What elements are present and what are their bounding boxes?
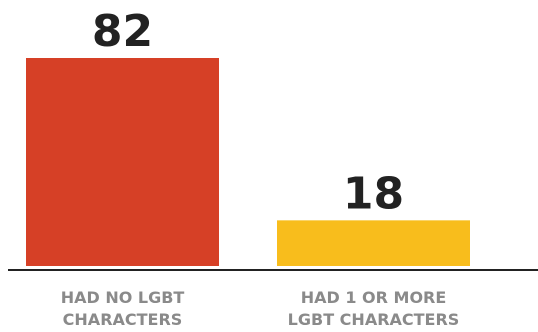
category-label-line: LGBT CHARACTERS [288, 310, 460, 329]
category-label-1: HAD 1 OR MORE LGBT CHARACTERS [288, 288, 460, 329]
category-label-line: CHARACTERS [63, 310, 183, 329]
bar-1 [277, 220, 470, 266]
category-label-line: HAD 1 OR MORE [301, 288, 447, 307]
category-label-0: HAD NO LGBT CHARACTERS [61, 288, 185, 329]
bars-group [26, 58, 470, 266]
bar-value-label-1: 18 [343, 168, 404, 219]
bar-0 [26, 58, 219, 266]
bar-value-label-0: 82 [92, 6, 153, 57]
category-labels-group: HAD NO LGBT CHARACTERS HAD 1 OR MORE LGBT C… [61, 288, 460, 329]
category-label-line: HAD NO LGBT [61, 288, 185, 307]
value-labels-group: 82 18 [92, 6, 404, 219]
